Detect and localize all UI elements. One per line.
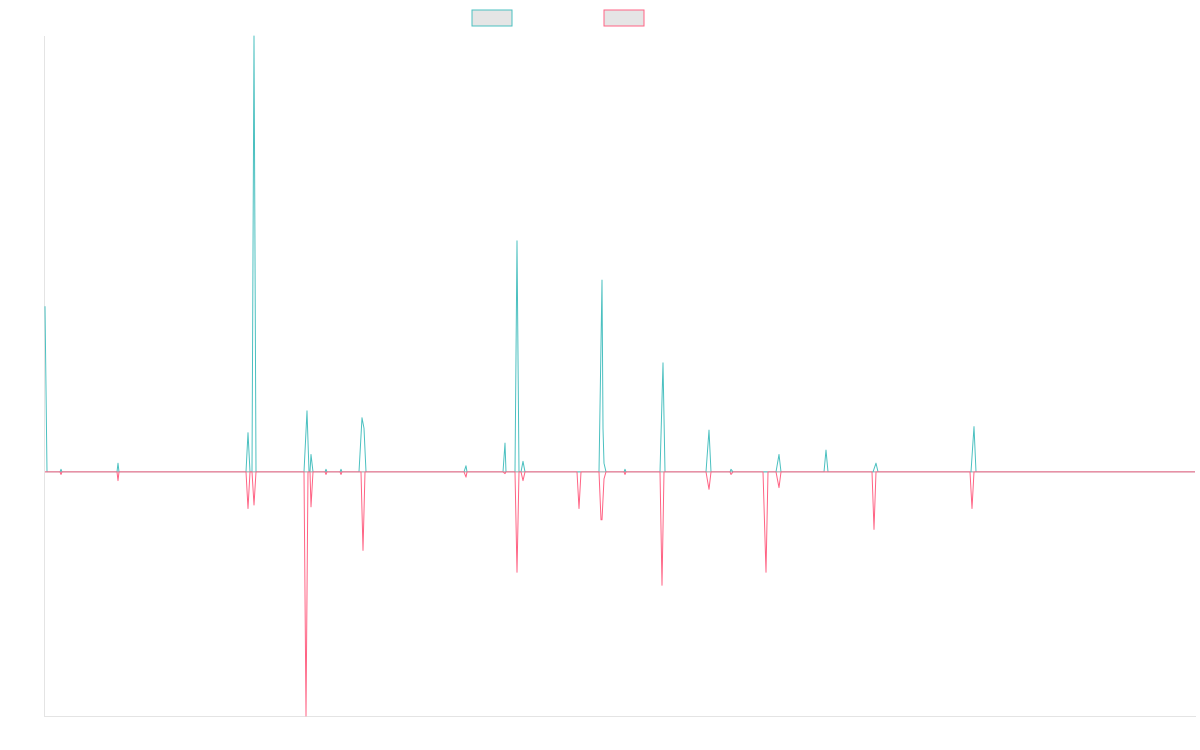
legend-swatch-series-2[interactable]	[603, 9, 645, 27]
series-layer	[44, 35, 1195, 717]
axes	[44, 36, 1196, 717]
series-line-1[interactable]	[44, 35, 1195, 473]
series-line-2[interactable]	[45, 471, 1195, 717]
legend-swatch-series-1[interactable]	[471, 9, 513, 27]
legend	[471, 9, 645, 27]
